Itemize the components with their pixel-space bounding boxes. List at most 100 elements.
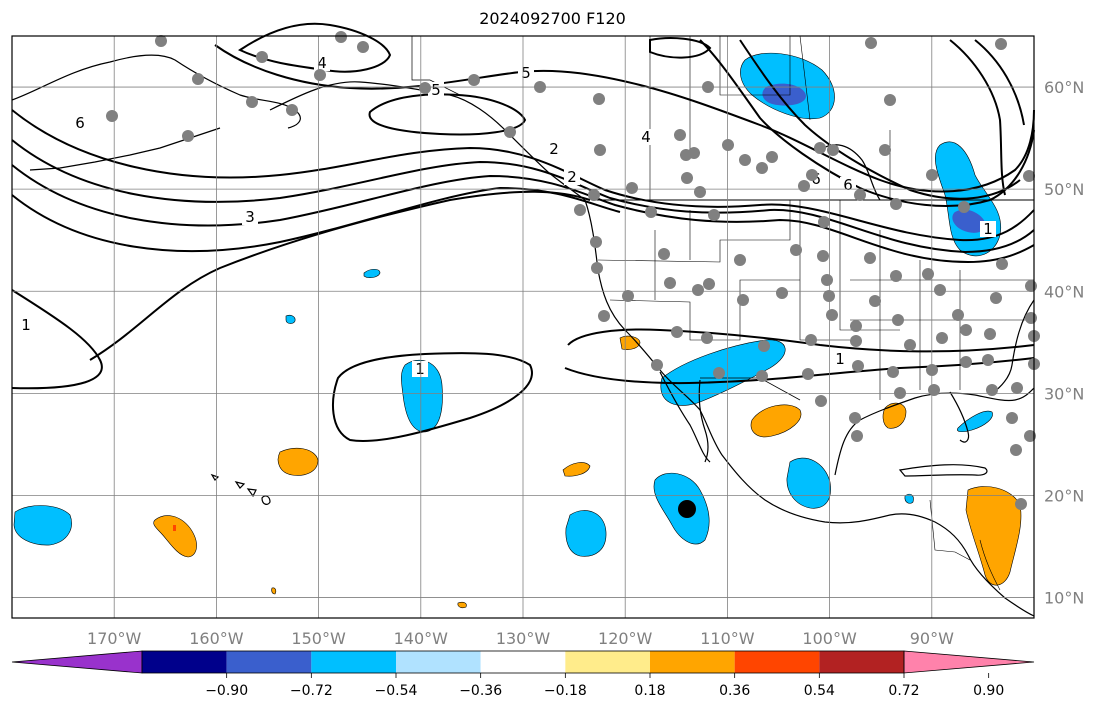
latitude-tick-labels: 60°N 50°N 40°N 30°N 20°N 10°N — [1044, 78, 1084, 608]
colorbar-segment — [819, 651, 904, 673]
colorbar-segment — [142, 651, 227, 673]
colorbar-extend-high — [903, 650, 1035, 674]
station-marker — [869, 295, 881, 307]
station-marker — [798, 180, 810, 192]
contour-label: 1 — [983, 220, 993, 238]
station-marker — [766, 151, 778, 163]
lon-tick-label: 140°W — [394, 629, 449, 648]
longitude-tick-labels: 170°W 160°W 150°W 140°W 130°W 120°W 110°W 100°W… — [87, 629, 954, 648]
contour-line — [649, 37, 712, 59]
boundary-line — [597, 200, 791, 263]
contour-line — [974, 39, 1025, 126]
station-marker — [739, 154, 751, 166]
colorbar-segment — [565, 651, 650, 673]
contour-label-bg — [242, 209, 258, 225]
station-marker — [802, 368, 814, 380]
station-marker — [849, 412, 861, 424]
station-marker — [990, 292, 1002, 304]
station-marker — [593, 93, 605, 105]
station-marker — [1010, 444, 1022, 456]
station-marker — [708, 209, 720, 221]
map-title: 2024092700 F120 — [479, 9, 626, 28]
boundary-line — [799, 35, 811, 121]
contour-line — [89, 190, 591, 361]
station-markers — [106, 31, 1040, 518]
station-marker — [734, 254, 746, 266]
station-marker — [1006, 412, 1018, 424]
contour-label: 4 — [641, 128, 651, 146]
contour-line — [567, 328, 1035, 353]
highlight-marker — [678, 500, 696, 518]
shade-region — [401, 359, 443, 433]
shade-region — [277, 447, 319, 476]
station-marker — [182, 130, 194, 142]
station-marker — [817, 250, 829, 262]
lon-tick-label: 110°W — [700, 629, 755, 648]
contour-label-bg — [412, 361, 428, 377]
contour-label: 3 — [245, 208, 255, 226]
shade-region — [285, 314, 296, 324]
station-marker — [1015, 498, 1027, 510]
colorbar-tick-label: −0.90 — [205, 683, 248, 699]
contour-label-bg — [428, 82, 444, 98]
station-marker — [701, 332, 713, 344]
colorbar-tick-label: 0.54 — [804, 683, 835, 699]
shade-region — [882, 402, 907, 429]
station-marker — [815, 395, 827, 407]
shade-region — [904, 493, 914, 504]
colorbar-segment — [226, 651, 312, 673]
station-marker — [982, 354, 994, 366]
colorbar-segment — [311, 651, 396, 673]
station-marker — [890, 198, 902, 210]
station-marker — [504, 126, 516, 138]
station-marker — [850, 320, 862, 332]
contour-label: 2 — [549, 140, 559, 158]
station-marker — [887, 366, 899, 378]
lat-tick-label: 60°N — [1044, 78, 1084, 97]
station-marker — [591, 262, 603, 274]
coastline — [698, 379, 709, 463]
contour-line — [739, 39, 1021, 200]
colorbar-tick-label: 0.18 — [634, 683, 665, 699]
station-marker — [314, 69, 326, 81]
contour-line — [11, 139, 1035, 254]
station-marker — [286, 104, 298, 116]
shade-region — [965, 486, 1022, 586]
station-marker — [884, 94, 896, 106]
station-marker — [256, 51, 268, 63]
contour-label: 6 — [75, 114, 85, 132]
station-marker — [357, 41, 369, 53]
contour-line — [949, 39, 1006, 196]
shade-region — [153, 515, 197, 558]
colorbar-segment — [480, 651, 566, 673]
station-marker — [1024, 430, 1036, 442]
station-marker — [904, 339, 916, 351]
station-marker — [246, 96, 258, 108]
station-marker — [879, 144, 891, 156]
station-marker — [155, 35, 167, 47]
station-marker — [960, 324, 972, 336]
boundary-line — [979, 539, 1001, 591]
station-marker — [928, 384, 940, 396]
contour-line — [11, 289, 103, 390]
station-marker — [598, 310, 610, 322]
colorbar-tick-label: 0.90 — [973, 683, 1004, 699]
coastline — [234, 481, 246, 489]
station-marker — [680, 149, 692, 161]
station-marker — [806, 169, 818, 181]
boundary-line — [609, 279, 800, 341]
station-marker — [821, 274, 833, 286]
station-marker — [890, 270, 902, 282]
contour-label-bg — [546, 141, 562, 157]
colorbar-tick-label: 0.72 — [888, 683, 919, 699]
colorbar-segment — [396, 651, 481, 673]
coastline — [659, 371, 711, 463]
station-marker — [588, 189, 600, 201]
station-marker — [335, 31, 347, 43]
shade-region — [457, 601, 467, 609]
station-marker — [852, 360, 864, 372]
colorbar-segment — [734, 651, 820, 673]
station-marker — [814, 142, 826, 154]
station-marker — [850, 335, 862, 347]
boundary-line — [929, 499, 971, 561]
